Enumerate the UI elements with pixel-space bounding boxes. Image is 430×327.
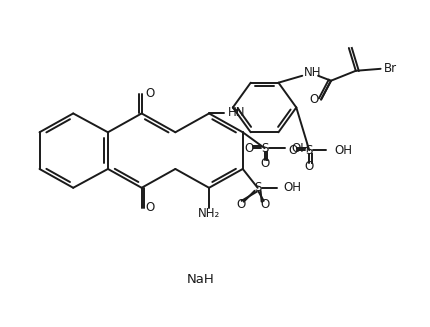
Text: S: S: [253, 181, 261, 194]
Text: Br: Br: [383, 62, 396, 75]
Text: O: O: [236, 198, 245, 211]
Text: OH: OH: [291, 142, 309, 155]
Text: O: O: [243, 142, 253, 155]
Text: NaH: NaH: [186, 272, 214, 285]
Text: O: O: [309, 93, 318, 106]
Text: S: S: [305, 144, 312, 157]
Text: NH₂: NH₂: [197, 207, 220, 220]
Text: O: O: [288, 144, 297, 157]
Text: O: O: [259, 198, 269, 211]
Text: O: O: [259, 158, 269, 170]
Text: S: S: [260, 142, 267, 155]
Text: O: O: [144, 201, 154, 214]
Text: O: O: [144, 87, 154, 100]
Text: O: O: [304, 161, 313, 173]
Text: NH: NH: [304, 66, 321, 79]
Text: OH: OH: [333, 144, 351, 157]
Text: HN: HN: [227, 106, 245, 119]
Text: OH: OH: [283, 181, 301, 194]
